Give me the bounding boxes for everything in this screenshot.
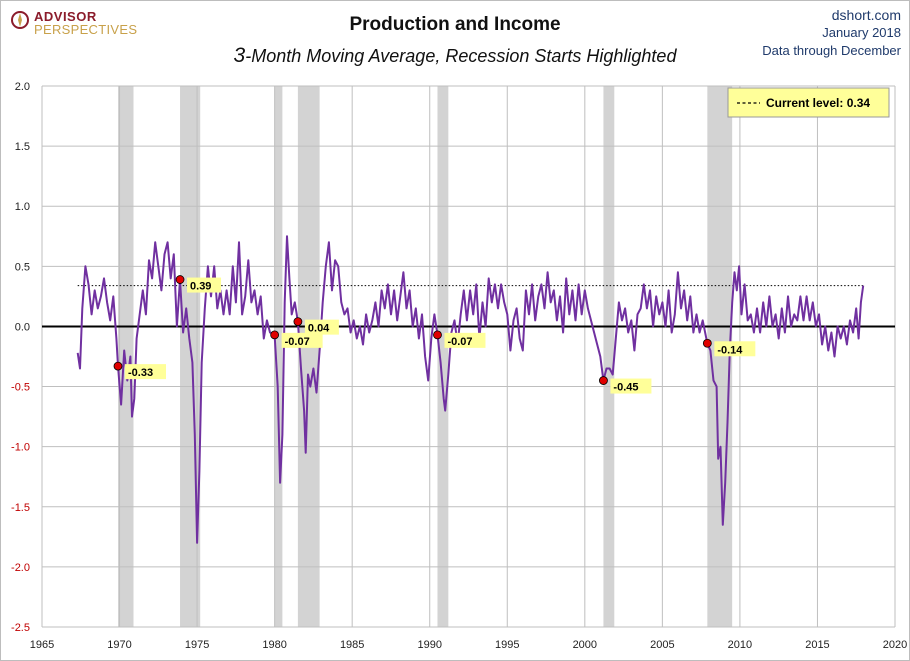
x-tick-label: 2020: [883, 639, 907, 651]
x-tick-label: 2015: [805, 639, 829, 651]
x-tick-label: 2000: [573, 639, 597, 651]
compass-logo-icon: [11, 11, 29, 29]
marker-label: 0.04: [308, 323, 330, 335]
grid-lines: [41, 85, 896, 628]
x-tick-label: 1995: [495, 639, 519, 651]
series-line: [76, 235, 865, 544]
subtitle-text: -Month Moving Average, Recession Starts …: [245, 46, 677, 66]
marker-label: -0.33: [128, 367, 153, 379]
recession-start-marker: [433, 330, 442, 340]
chart-subtitle: 3-Month Moving Average, Recession Starts…: [0, 44, 910, 68]
x-tick-label: 1980: [262, 639, 286, 651]
recession-start-marker: [113, 361, 123, 371]
x-tick-label: 1975: [185, 639, 209, 651]
recession-start-marker: [270, 330, 280, 340]
y-tick-label: 0.5: [15, 261, 30, 273]
y-tick-label: 1.0: [15, 201, 30, 213]
marker-label: -0.07: [447, 336, 472, 348]
x-tick-label: 1970: [107, 639, 131, 651]
recession-start-markers: -0.330.39-0.070.04-0.07-0.45-0.14: [113, 275, 756, 394]
x-tick-label: 2010: [728, 639, 752, 651]
data-through-note: Data through December: [762, 43, 901, 58]
recession-start-marker: [293, 317, 303, 327]
recession-start-marker: [702, 338, 712, 348]
logo-text-perspectives: PERSPECTIVES: [34, 22, 138, 37]
y-tick-label: -1.5: [11, 502, 30, 514]
subtitle-number: 3: [233, 44, 246, 67]
y-tick-label: 1.5: [15, 141, 30, 153]
recession-start-marker: [175, 275, 185, 284]
marker-label-box: [281, 332, 323, 348]
advisor-perspectives-logo: ADVISOR PERSPECTIVES: [8, 8, 138, 38]
y-axis-ticks: 2.0 1.5 1.0 0.5 0.0 -0.5 -1.0 -1.5 -2.0 -2.5: [11, 81, 30, 634]
marker-label: -0.45: [613, 382, 638, 394]
publish-date: January 2018: [822, 25, 901, 40]
x-axis-ticks: 1965 1970 1975 1980 1985 1990 1995 2000 2005 2010…: [30, 639, 907, 651]
y-tick-label: -1.0: [11, 442, 30, 454]
marker-label-box: [714, 341, 756, 357]
y-tick-label: -2.0: [11, 562, 30, 574]
recession-band: [297, 86, 320, 627]
marker-label-box: [304, 319, 339, 335]
marker-label: 0.39: [190, 281, 211, 293]
x-tick-label: 1985: [340, 639, 364, 651]
x-tick-label: 2005: [650, 639, 674, 651]
recession-band: [603, 86, 615, 627]
marker-label-box: [610, 378, 652, 394]
x-tick-label: 1990: [417, 639, 441, 651]
y-tick-label: -2.5: [11, 622, 30, 634]
recession-band: [437, 86, 449, 627]
source-label: dshort.com: [831, 7, 901, 23]
y-tick-label: 0.0: [15, 321, 30, 333]
y-tick-label: -0.5: [11, 382, 30, 394]
x-tick-label: 1965: [30, 639, 54, 651]
marker-label-box: [444, 332, 486, 348]
legend: Current level: 0.34: [727, 87, 890, 118]
logo-text-advisor: ADVISOR: [34, 9, 97, 24]
y-tick-label: 2.0: [15, 81, 30, 93]
marker-label: -0.07: [285, 336, 310, 348]
marker-label: -0.14: [717, 344, 743, 356]
legend-text: Current level: 0.34: [766, 96, 870, 110]
marker-label-box: [187, 277, 222, 293]
chart-title: Production and Income: [349, 14, 561, 35]
recession-start-marker: [599, 376, 608, 385]
marker-label-box: [124, 364, 166, 380]
recession-band: [274, 86, 283, 627]
